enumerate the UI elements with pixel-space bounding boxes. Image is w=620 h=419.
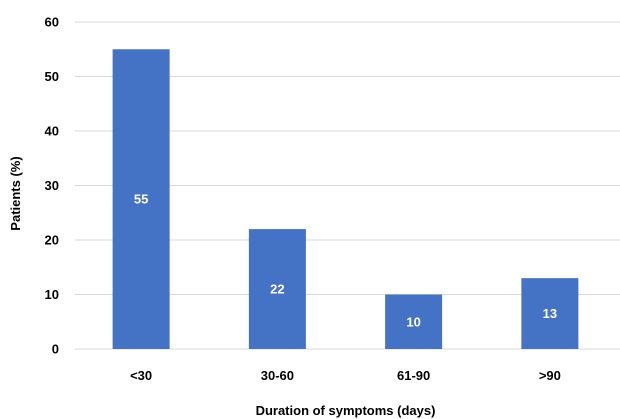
x-tick-label: >90 <box>539 368 561 383</box>
bars <box>112 49 579 349</box>
x-tick-label: 61-90 <box>397 368 430 383</box>
y-tick-label: 0 <box>52 342 59 357</box>
data-label: 10 <box>406 314 420 329</box>
data-labels: 55 22 10 13 <box>134 192 557 330</box>
y-axis-ticks: 0 10 20 30 40 50 60 <box>45 15 59 357</box>
y-tick-label: 10 <box>45 287 59 302</box>
x-tick-label: <30 <box>130 368 152 383</box>
y-tick-label: 20 <box>45 233 59 248</box>
y-tick-label: 40 <box>45 124 59 139</box>
bar-1 <box>112 49 170 349</box>
bar-3 <box>385 294 443 349</box>
bar-2 <box>248 229 306 349</box>
y-tick-label: 50 <box>45 69 59 84</box>
data-label: 22 <box>270 282 284 297</box>
data-label: 55 <box>134 192 148 207</box>
x-tick-label: 30-60 <box>261 368 294 383</box>
y-tick-label: 30 <box>45 178 59 193</box>
y-axis-title: Patients (%) <box>8 156 23 230</box>
bar-4 <box>521 278 579 349</box>
x-axis-ticks: <30 30-60 61-90 >90 <box>130 368 561 383</box>
y-tick-label: 60 <box>45 15 59 30</box>
x-axis-title: Duration of symptoms (days) <box>256 403 436 418</box>
data-label: 13 <box>543 306 557 321</box>
